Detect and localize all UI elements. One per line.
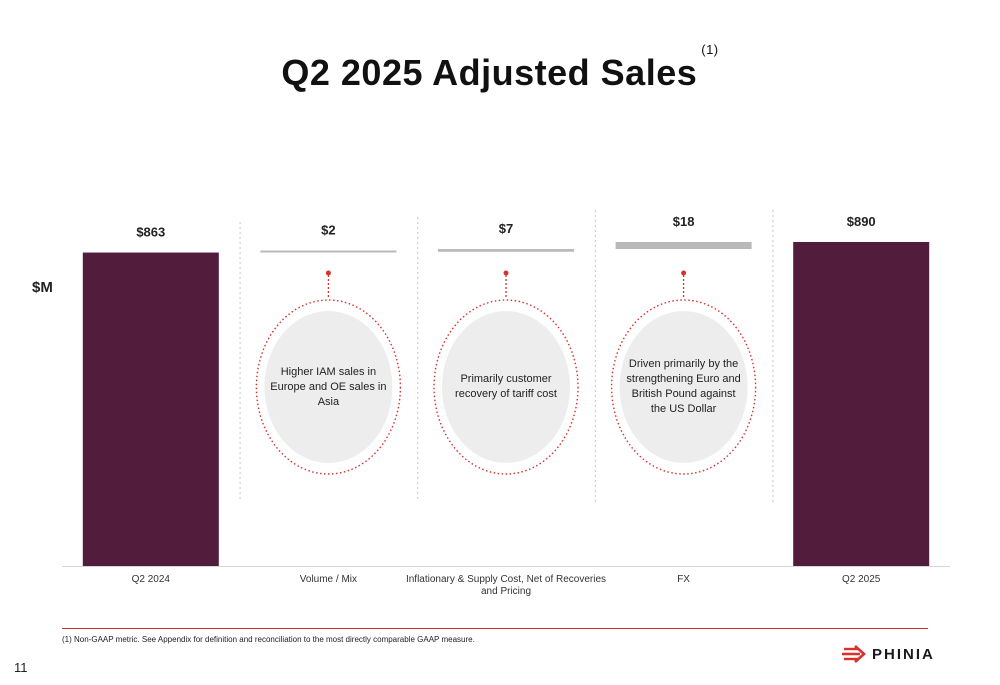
callout-bubble — [264, 311, 393, 463]
category-label: FX — [677, 574, 690, 585]
bar-value-label: $2 — [321, 223, 335, 238]
title-text: Q2 2025 Adjusted Sales — [281, 52, 698, 93]
bar-value-label: $7 — [499, 221, 513, 236]
phinia-logo: PHINIA — [842, 643, 935, 665]
page-number: 11 — [14, 660, 28, 675]
category-label: Inflationary & Supply Cost, Net of Recov… — [406, 574, 606, 585]
category-label: and Pricing — [481, 586, 531, 597]
total-bar — [793, 242, 930, 566]
category-label: Volume / Mix — [300, 574, 357, 585]
callout-bubble — [619, 311, 748, 463]
category-label: Q2 2025 — [842, 574, 881, 585]
callout-dotted-ring — [255, 299, 402, 475]
callout-pointer-dot — [503, 270, 509, 276]
category-label: Q2 2024 — [132, 574, 171, 585]
bar-value-label: $890 — [847, 214, 876, 229]
delta-bar — [260, 250, 397, 253]
callout-text: Higher IAM sales in Europe and OE sales … — [270, 365, 387, 408]
callout-text: Primarily customer recovery of tariff co… — [455, 373, 557, 400]
bar-value-label: $18 — [673, 214, 695, 229]
title-footnote-marker: (1) — [701, 42, 719, 57]
callout-text: Driven primarily by the strengthening Eu… — [626, 358, 741, 415]
callout-bubble — [442, 311, 570, 463]
delta-bar — [438, 249, 574, 252]
footnote: (1) Non-GAAP metric. See Appendix for de… — [62, 635, 475, 644]
bar-value-label: $863 — [136, 225, 165, 240]
unit-label: $M — [32, 279, 53, 296]
callout-dotted-ring — [433, 299, 579, 475]
callout-pointer-dot — [681, 270, 687, 276]
callout-dotted-ring — [610, 299, 757, 475]
callout-pointer-dot — [325, 270, 331, 276]
delta-bar — [615, 242, 752, 250]
total-bar — [82, 252, 219, 566]
logo-text: PHINIA — [872, 645, 935, 663]
page-title: Q2 2025 Adjusted Sales(1) — [0, 42, 1000, 94]
phinia-arrow-icon — [842, 645, 866, 663]
footnote-divider — [62, 628, 928, 629]
